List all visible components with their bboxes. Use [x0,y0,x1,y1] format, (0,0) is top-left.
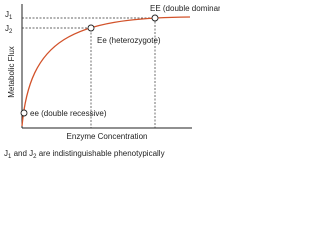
diagram: J1 J2 EE (double dominant) Ee (heterozyg… [4,4,220,160]
point-ee [20,109,28,117]
point-Ee [87,24,95,32]
point-label: Ee (heterozygote) [97,36,161,45]
page: J1 J2 EE (double dominant) Ee (heterozyg… [4,4,220,160]
caption-part: 2 [33,154,37,160]
x-axis-title: Enzyme Concentration [67,132,148,141]
caption-part: are indistinguishable phenotypically [36,149,164,158]
y-axis-title: Metabolic Flux [7,46,16,98]
caption-part: 1 [8,154,12,160]
point-label: ee (double recessive) [30,109,107,118]
caption-part: J [29,149,33,158]
point-label: EE (double dominant) [150,4,220,13]
j2-guide [22,27,92,128]
j2-base: J [5,24,9,33]
flux-curve [21,16,191,127]
caption-part: and [11,149,29,158]
j1-label: J1 [5,10,13,21]
caption: J1 and J2 are indistinguishable phenotyp… [4,149,165,160]
caption-part: J [4,149,8,158]
j1-sub: 1 [9,15,13,21]
j1-base: J [5,10,9,19]
j2-sub: 2 [9,29,13,35]
point-EE [151,14,159,22]
j2-label: J2 [5,24,13,35]
